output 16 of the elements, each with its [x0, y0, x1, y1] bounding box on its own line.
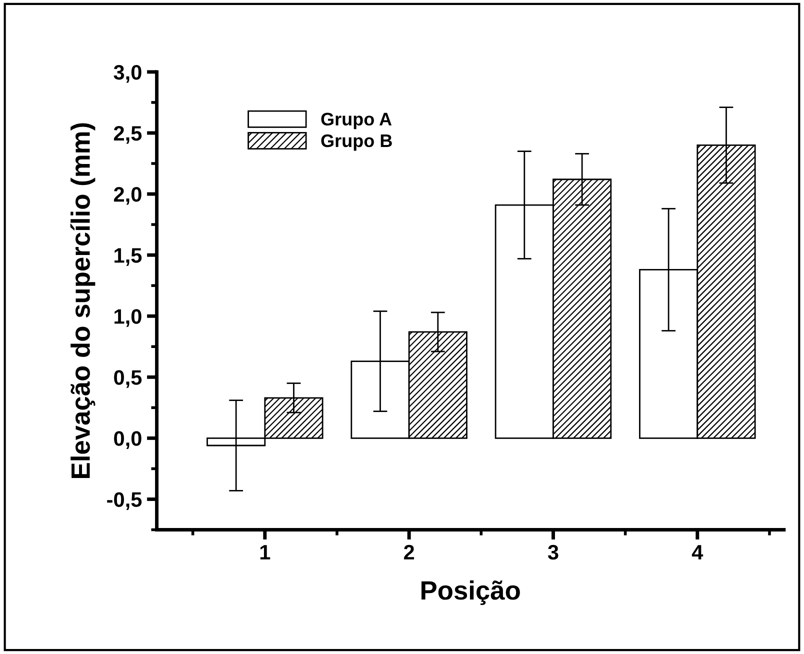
y-tick-label: 2,0	[114, 187, 142, 205]
x-axis-title: Posição	[422, 580, 520, 606]
y-tick-label: 0,5	[114, 370, 142, 388]
x-tick-label: 2	[404, 544, 414, 560]
y-axis-title: Elevação do supercílio (mm)	[70, 123, 96, 478]
x-tick-label: 4	[692, 545, 704, 560]
x-tick-label: 1	[260, 545, 270, 560]
y-tick-label: 0,0	[114, 431, 142, 449]
legend-label: Grupo A	[321, 112, 392, 130]
x-tick-label: 3	[548, 544, 558, 560]
y-tick-label: 3,0	[114, 64, 142, 83]
y-tick-label: 2,5	[114, 126, 142, 144]
y-tick-label: -0,5	[107, 492, 142, 510]
y-tick-label: 1,5	[114, 248, 142, 266]
y-tick-label: 1,0	[114, 309, 142, 327]
legend-label: Grupo B	[321, 134, 392, 151]
